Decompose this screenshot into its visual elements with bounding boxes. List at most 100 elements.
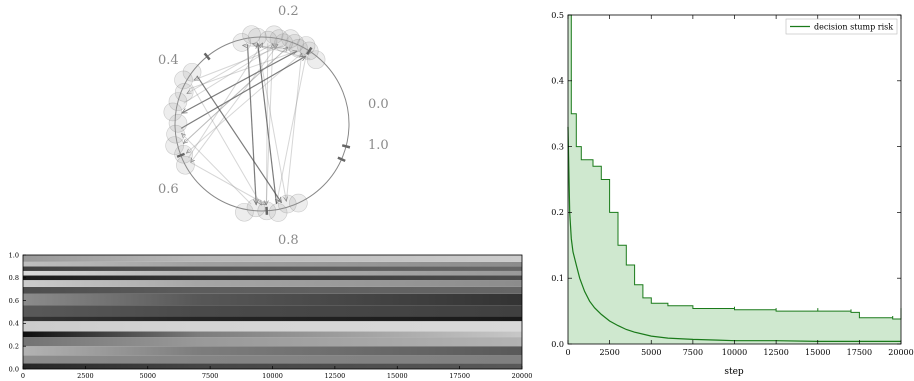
risk-x-tick-label: 5000 <box>641 348 661 357</box>
strip-x-tick-label: 5000 <box>139 372 156 380</box>
circle-point <box>285 34 305 53</box>
risk-x-tick-label: 12500 <box>763 348 788 357</box>
risk-y-tick-label: 0.1 <box>551 274 564 283</box>
circle-point <box>232 33 252 52</box>
strip-x-tick-label: 20000 <box>512 372 533 380</box>
strip-band <box>23 255 522 262</box>
risk-line <box>567 126 901 342</box>
circle-arrow <box>243 45 293 50</box>
circle-arrow <box>182 133 252 205</box>
circle-arrow <box>190 84 262 205</box>
risk-x-tick-label: 10000 <box>722 348 747 357</box>
strip-band <box>23 355 522 364</box>
circle-arrow <box>246 44 257 204</box>
circle-point <box>306 50 326 70</box>
circle-arrow <box>188 51 297 90</box>
strip-band <box>23 266 522 271</box>
strip-bands <box>23 255 522 369</box>
circle-point <box>174 70 193 90</box>
circle-ticks <box>176 46 351 215</box>
strip-band <box>23 293 522 306</box>
strip-x-tick-label: 10000 <box>262 372 283 380</box>
strip-y-tick-label: 0.4 <box>9 320 19 328</box>
circle-arrow <box>190 161 267 206</box>
circle-point <box>176 155 195 175</box>
circle-arrow <box>196 75 282 203</box>
circle-point <box>182 62 202 82</box>
strip-band <box>23 286 522 294</box>
strip-band <box>23 321 522 332</box>
risk-x-tick-label: 2500 <box>599 348 619 357</box>
strip-band <box>23 331 522 338</box>
circle-arrow <box>183 47 287 144</box>
circle-point <box>258 30 278 50</box>
circle-point <box>277 194 297 214</box>
risk-y-tick-label: 0.5 <box>551 11 564 20</box>
risk-y-ticks: 0.0 0.1 0.2 0.3 0.4 0.5 <box>551 11 901 349</box>
circle-point <box>168 92 188 111</box>
strip-band <box>23 261 522 267</box>
risk-band-upper <box>568 14 902 320</box>
circle-diagram: 0.0 0.2 0.4 0.6 0.8 1.0 <box>158 4 389 248</box>
risk-x-tick-label: 7500 <box>683 348 703 357</box>
risk-x-tick-label: 15000 <box>805 348 830 357</box>
circle-point <box>235 202 254 222</box>
circle-label-5: 1.0 <box>368 138 389 153</box>
risk-x-tick-label: 0 <box>565 348 570 357</box>
risk-band-fill <box>568 15 901 344</box>
strip-x-tick-label: 15000 <box>387 372 408 380</box>
strip-band <box>23 280 522 287</box>
strip-band <box>23 316 522 322</box>
circle-label-3: 0.6 <box>158 182 179 197</box>
circle-arrow <box>183 46 289 143</box>
risk-y-tick-label: 0.3 <box>551 142 564 151</box>
risk-xlabel: step <box>724 367 744 377</box>
circle-label-1: 0.2 <box>278 4 299 19</box>
circle-point <box>269 29 289 48</box>
strip-band <box>23 337 522 347</box>
circle-point <box>166 124 185 144</box>
risk-x-ticks: 0 2500 5000 7500 10000 12500 15000 17500 20000 <box>565 15 914 357</box>
strip-x-tick-label: 2500 <box>77 372 94 380</box>
strip-y-tick-label: 0.2 <box>9 343 19 351</box>
legend-label: decision stump risk <box>814 23 893 32</box>
legend-box <box>785 18 898 35</box>
circle-point <box>174 83 194 102</box>
circle-arrow <box>187 43 264 159</box>
circle-arrow <box>183 44 278 104</box>
legend: decision stump risk <box>785 18 898 35</box>
circle-arrows <box>180 43 311 206</box>
circle-point <box>165 136 184 155</box>
circle-label-2: 0.4 <box>158 53 179 68</box>
strip-y-tick-label: 0.8 <box>9 274 19 282</box>
strip-band <box>23 270 522 276</box>
circle-point <box>268 203 288 222</box>
circle-point <box>163 102 183 122</box>
circle-point <box>247 27 267 47</box>
circle-arrow <box>276 55 307 204</box>
circle-point <box>289 39 308 58</box>
circle-point <box>274 33 293 53</box>
circle-arrow <box>265 44 272 205</box>
strip-y-tick-label: 0.6 <box>9 297 19 305</box>
circle-tick <box>341 144 351 149</box>
circle-tick <box>176 152 186 158</box>
circle-point <box>242 25 261 44</box>
strip-x-tick-label: 17500 <box>449 372 470 380</box>
circle-arrow <box>182 50 298 114</box>
circle-point <box>168 113 188 133</box>
circle-label-0: 0.0 <box>368 97 389 112</box>
strip-band <box>23 346 522 356</box>
risk-y-tick-label: 0.2 <box>551 208 564 217</box>
circle-tick <box>306 46 313 55</box>
risk-x-tick-label: 17500 <box>847 348 872 357</box>
circle-arrow <box>180 55 306 129</box>
strip-y-tick-label: 0.0 <box>9 365 19 373</box>
strip-x-tick-label: 0 <box>21 372 25 380</box>
risk-y-tick-label: 0.4 <box>551 77 564 86</box>
circle-arrow <box>258 43 278 204</box>
strip-x-ticks: 0 2500 5000 7500 10000 12500 15000 17500 20000 <box>21 366 532 380</box>
circle-point <box>281 29 300 48</box>
grayscale-strip: 0 2500 5000 7500 10000 12500 15000 17500 20000 0… <box>9 251 533 380</box>
